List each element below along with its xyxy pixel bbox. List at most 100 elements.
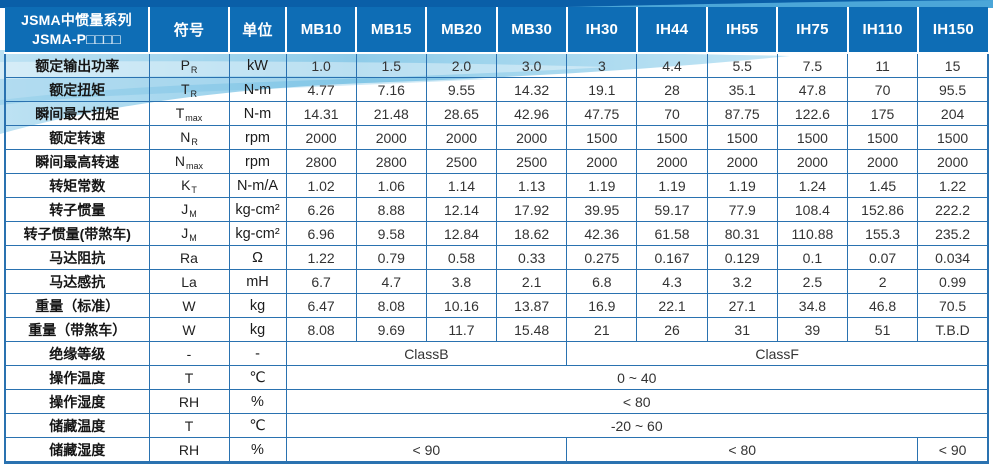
value-cell: 1500 [566,125,638,150]
table-row: 马达阻抗 Ra Ω 1.22 0.79 0.58 0.33 0.275 0.167 0.129 0.… [4,245,990,270]
value-cell: 18.62 [496,221,568,246]
symbol-cell: - [148,341,230,366]
value-cell: 15.48 [496,317,568,342]
symbol-cell: T [148,365,230,390]
value-cell: 1.19 [636,173,708,198]
value-cell: 4.3 [636,269,708,294]
symbol-cell: PR [148,52,230,78]
value-cell: 1.24 [776,173,849,198]
top-right-wave [520,0,993,8]
value-cell: 1.19 [566,173,638,198]
value-cell: 0.129 [706,245,778,270]
value-cell: 1.22 [285,245,357,270]
value-cell: 2.1 [496,269,568,294]
value-cell: 0.1 [776,245,849,270]
value-cell: 2 [846,269,919,294]
value-cell: 6.96 [285,221,357,246]
value-cell: 47.8 [776,77,849,102]
value-cell: 87.75 [706,101,778,126]
value-cell: 2000 [636,149,708,174]
value-cell: 110.88 [776,221,849,246]
value-cell: 6.7 [285,269,357,294]
table-row: 绝缘等级 - - ClassB ClassF [4,341,990,366]
value-cell: 1.02 [285,173,357,198]
symbol-cell: T [148,413,230,438]
symbol-main: W [182,321,196,338]
model-header-mb20: MB20 [425,7,498,54]
symbol-cell: JM [148,221,230,246]
table-row: 储藏湿度 RH% < 90 < 80 < 90 [4,437,990,464]
value-cell: 222.2 [917,197,990,222]
symbol-main: La [181,273,197,290]
value-cell: 2000 [425,125,498,150]
value-cell: 8.08 [355,293,427,318]
series-title-line2: JSMA-P□□□□ [32,30,121,47]
value-cell: 2500 [425,149,498,174]
value-cell: 47.75 [566,101,638,126]
value-cell: 1500 [636,125,708,150]
model-header-mb15: MB15 [355,7,428,54]
symbol-main: Ra [180,249,198,266]
table-row: 转子惯量 JM kg-cm² 6.26 8.88 12.14 17.92 39.95 59.17… [4,197,990,222]
unit-cell: % [228,437,287,464]
value-cell: 42.36 [566,221,638,246]
unit-cell: N-m [228,101,287,126]
table-row: 瞬间最高转速 Nmax rpm 2800 2800 2500 2500 2000 2000 200… [4,149,990,174]
table-row: 储藏温度 T ℃ -20 ~ 60 [4,413,989,438]
value-cell: 4.77 [285,77,357,102]
value-cell: 6.8 [566,269,638,294]
table-row: 操作温度 T ℃ 0 ~ 40 [4,365,989,390]
value-cell: 8.88 [355,197,427,222]
value-cell: 10.16 [425,293,498,318]
value-cell: 1.45 [846,173,919,198]
row-label: 绝缘等级 [4,341,150,366]
value-cell: 235.2 [917,221,990,246]
symbol-column-header: 符号 [148,7,230,54]
value-cell: 34.8 [776,293,849,318]
value-cell: 2000 [496,125,568,150]
model-header-ih150: IH150 [916,7,988,54]
model-header-ih75: IH75 [776,7,849,54]
value-cell: 51 [846,317,919,342]
value-cell: 0.99 [917,269,990,294]
value-cell: 26 [636,317,708,342]
series-title-line1: JSMA中惯量系列 [21,11,132,28]
value-cell: 1500 [846,125,919,150]
merged-value-cell: < 80 [285,389,989,414]
value-cell: 2000 [566,149,638,174]
value-cell: 28 [636,77,708,102]
value-cell: 80.31 [706,221,778,246]
value-cell: 95.5 [917,77,990,102]
value-cell: 17.92 [496,197,568,222]
model-header-mb30: MB30 [495,7,568,54]
value-cell: 16.9 [566,293,638,318]
merged-value-cell: ClassB [285,341,568,366]
value-cell: 1.14 [425,173,498,198]
value-cell: 9.69 [355,317,427,342]
value-cell: 14.31 [285,101,357,126]
value-cell: 1500 [917,125,990,150]
value-cell: 122.6 [776,101,849,126]
merged-value-cell: -20 ~ 60 [285,413,989,438]
row-label: 马达感抗 [4,269,150,294]
unit-cell: kg [228,317,287,342]
value-cell: 1.5 [355,52,427,78]
unit-cell: Ω [228,245,287,270]
symbol-main: J [181,200,189,217]
row-label: 额定转速 [4,125,150,150]
value-cell: 7.16 [355,77,427,102]
row-label: 重量（带煞车） [4,317,150,342]
symbol-cell: Ra [148,245,230,270]
value-cell: 28.65 [425,101,498,126]
value-cell: 0.33 [496,245,568,270]
value-cell: 2000 [706,149,778,174]
row-label: 操作温度 [4,365,150,390]
unit-cell: mH [228,269,287,294]
row-label: 转子惯量(带煞车) [4,221,150,246]
model-header-ih44: IH44 [635,7,709,54]
unit-column-header: 单位 [228,7,287,54]
value-cell: 11 [846,52,919,78]
symbol-cell: Nmax [148,149,230,174]
value-cell: 2000 [917,149,990,174]
